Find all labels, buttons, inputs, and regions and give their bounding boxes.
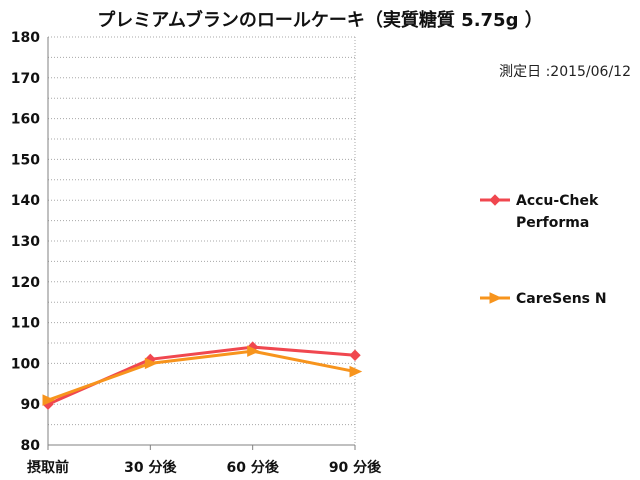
y-tick-label: 140 — [11, 193, 40, 209]
legend: Accu-Chek Performa CareSens N — [480, 193, 607, 307]
gridlines — [48, 36, 356, 445]
x-tick-label: 30 分後 — [124, 459, 177, 476]
y-tick-label: 80 — [21, 438, 41, 454]
y-tick-label: 100 — [11, 356, 40, 372]
triangle-marker — [247, 345, 260, 357]
y-tick-label: 180 — [11, 30, 40, 46]
legend-item-2: CareSens N — [480, 291, 607, 307]
triangle-marker — [144, 357, 158, 370]
legend-label: CareSens N — [516, 291, 607, 307]
series-line — [47, 349, 356, 402]
diamond-marker — [489, 194, 501, 206]
legend-item-1: Accu-Chek Performa — [480, 193, 599, 231]
y-tick-label: 110 — [11, 316, 40, 332]
x-tick-label: 60 分後 — [226, 459, 279, 476]
series-2 — [42, 345, 363, 406]
legend-label: Accu-Chek — [516, 193, 599, 209]
x-tick-label: 摂取前 — [27, 459, 69, 476]
y-tick-label: 130 — [11, 234, 40, 250]
axes — [47, 37, 356, 450]
y-tick-label: 120 — [11, 275, 40, 291]
series-line — [47, 345, 356, 406]
triangle-marker — [349, 365, 363, 378]
legend-label: Performa — [516, 215, 589, 231]
y-tick-label: 160 — [11, 112, 40, 128]
y-tick-label: 150 — [11, 152, 40, 168]
y-tick-label: 170 — [11, 71, 40, 87]
x-tick-labels: 摂取前 30 分後 60 分後 90 分後 — [27, 459, 382, 476]
diamond-marker — [349, 349, 361, 361]
series-1 — [42, 341, 361, 410]
series — [42, 341, 363, 410]
y-tick-label: 90 — [21, 397, 41, 413]
triangle-marker — [489, 292, 503, 304]
y-tick-labels: 80 90 100 110 120 130 140 150 160 170 180 — [11, 30, 40, 454]
triangle-marker — [42, 394, 56, 406]
x-tick-label: 90 分後 — [329, 459, 382, 476]
measurement-date: 測定日 :2015/06/12 — [499, 64, 631, 80]
chart-title: プレミアムブランのロールケーキ（実質糖質 5.75g ） — [97, 9, 543, 31]
